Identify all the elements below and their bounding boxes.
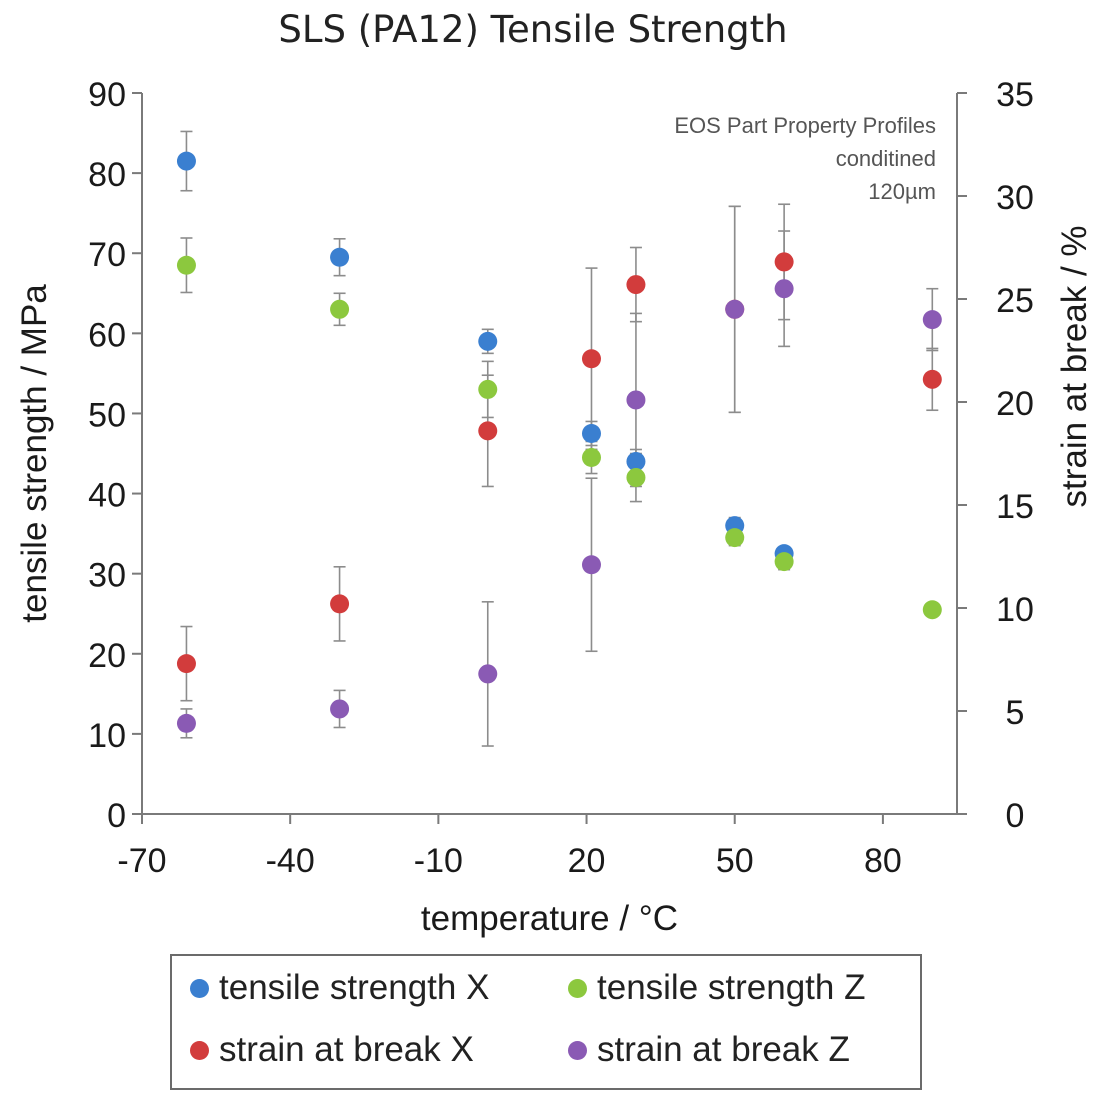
legend-label: tensile strength Z (597, 968, 866, 1007)
legend-item-strain-at-break-x: strain at break X (190, 1030, 474, 1070)
y2-tick-label: 10 (996, 591, 1034, 629)
point-strain-at-break-Z (478, 664, 498, 684)
y-tick-label: 80 (88, 156, 126, 194)
legend-item-tensile-strength-x: tensile strength X (190, 968, 489, 1008)
x-tick-label: 20 (568, 842, 606, 880)
point-tensile-strength-X (478, 331, 498, 351)
point-strain-at-break-Z (626, 390, 646, 410)
point-tensile-strength-Z (626, 468, 646, 488)
y-tick-label: 50 (88, 396, 126, 434)
scatter-plot: 0 10 20 30 40 50 60 70 80 90 0 5 10 15 20 25 30 35 -70 -40 -… (15, 76, 1094, 938)
annotation-text: 120µm (868, 179, 936, 204)
y2-tick-label: 20 (996, 385, 1034, 423)
point-tensile-strength-Z (581, 448, 601, 468)
legend-item-tensile-strength-z: tensile strength Z (568, 968, 865, 1008)
y2-axis-label: strain at break / % (1055, 225, 1094, 507)
legend-item-strain-at-break-z: strain at break Z (568, 1030, 850, 1070)
point-strain-at-break-Z (176, 713, 196, 733)
y-tick-label: 20 (88, 637, 126, 675)
annotation-text: EOS Part Property Profiles (674, 113, 936, 138)
y2-tick-label: 25 (996, 282, 1034, 320)
y2-tick-label: 5 (1006, 694, 1025, 732)
point-strain-at-break-Z (774, 279, 794, 299)
point-strain-at-break-Z (922, 310, 942, 330)
legend-marker (190, 978, 209, 998)
y2-tick-label: 0 (1006, 797, 1025, 835)
point-tensile-strength-Z (922, 600, 942, 620)
legend-label: strain at break Z (597, 1030, 850, 1069)
x-tick-label: -10 (414, 842, 463, 880)
x-tick-label: -70 (117, 842, 166, 880)
legend-marker (568, 1040, 587, 1060)
point-tensile-strength-X (330, 247, 350, 267)
legend-label: tensile strength X (219, 968, 490, 1007)
y-tick-label: 60 (88, 316, 126, 354)
y-tick-label: 90 (88, 76, 126, 114)
y-axis-label: tensile strength / MPa (15, 284, 54, 623)
y-tick-label: 70 (88, 236, 126, 274)
y2-tick-label: 15 (996, 488, 1034, 526)
point-strain-at-break-Z (330, 699, 350, 719)
y-tick-label: 30 (88, 557, 126, 595)
legend-marker (190, 1040, 209, 1060)
legend-marker (568, 978, 587, 998)
chart-legend: tensile strength X tensile strength Z st… (170, 954, 922, 1090)
x-axis-label: temperature / °C (421, 899, 678, 938)
x-tick-label: 80 (864, 842, 902, 880)
point-strain-at-break-Z (581, 555, 601, 575)
y-tick-label: 0 (107, 797, 126, 835)
point-strain-at-break-X (330, 594, 350, 614)
y2-tick-label: 30 (996, 179, 1034, 217)
point-strain-at-break-X (626, 275, 646, 295)
y-tick-label: 40 (88, 477, 126, 515)
x-tick-label: 50 (716, 842, 754, 880)
point-tensile-strength-X (626, 452, 646, 472)
y-tick-label: 10 (88, 717, 126, 755)
annotation-text: conditined (836, 146, 936, 171)
point-strain-at-break-X (176, 654, 196, 674)
point-strain-at-break-Z (725, 299, 745, 319)
legend-label: strain at break X (219, 1030, 474, 1069)
point-tensile-strength-X (176, 151, 196, 171)
point-strain-at-break-X (478, 421, 498, 441)
point-strain-at-break-X (581, 349, 601, 369)
point-tensile-strength-X (581, 423, 601, 443)
y2-tick-label: 35 (996, 76, 1034, 114)
point-tensile-strength-Z (774, 552, 794, 572)
point-strain-at-break-X (922, 369, 942, 389)
point-tensile-strength-Z (725, 528, 745, 548)
chart-title: SLS (PA12) Tensile Strength (278, 8, 788, 51)
point-tensile-strength-Z (478, 379, 498, 399)
point-tensile-strength-Z (330, 299, 350, 319)
x-tick-label: -40 (266, 842, 315, 880)
point-tensile-strength-Z (176, 255, 196, 275)
point-strain-at-break-X (774, 252, 794, 272)
